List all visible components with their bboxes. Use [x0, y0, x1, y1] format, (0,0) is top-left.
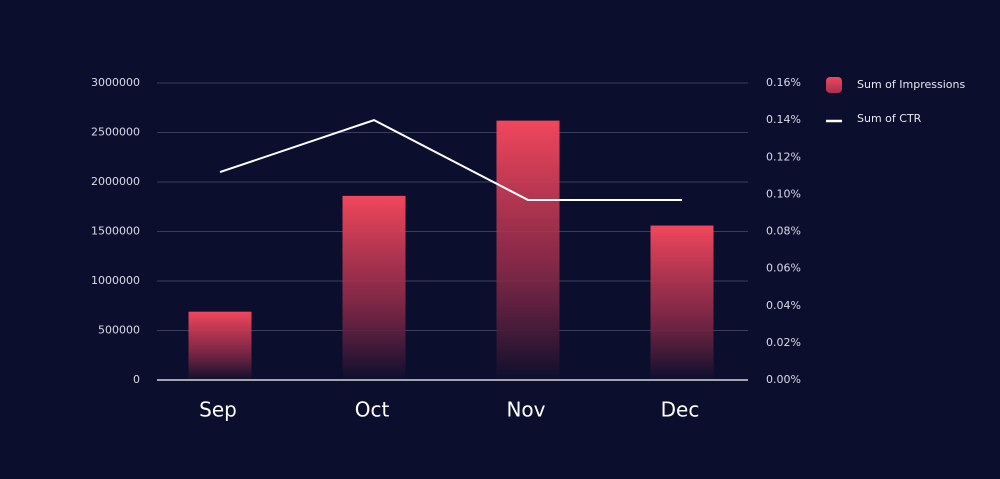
- x-tick-label: Sep: [199, 398, 237, 422]
- y-tick-label: 1000000: [91, 274, 140, 287]
- bar: [650, 225, 714, 380]
- y-tick-label: 2500000: [91, 126, 140, 139]
- bar: [496, 120, 560, 381]
- y-tick-label: 1500000: [91, 225, 140, 238]
- legend-label: Sum of Impressions: [857, 78, 965, 91]
- y2-tick-label: 0.06%: [766, 262, 801, 275]
- bar: [342, 195, 406, 380]
- bar: [188, 311, 252, 380]
- y2-tick-label: 0.00%: [766, 373, 801, 386]
- y-tick-label: 0: [133, 373, 140, 386]
- y2-tick-label: 0.10%: [766, 187, 801, 200]
- x-tick-label: Dec: [661, 398, 700, 422]
- y-tick-label: 3000000: [91, 76, 140, 89]
- y2-tick-label: 0.04%: [766, 299, 801, 312]
- x-tick-label: Nov: [506, 398, 545, 422]
- y2-tick-label: 0.02%: [766, 336, 801, 349]
- y-tick-label: 2000000: [91, 175, 140, 188]
- y2-tick-label: 0.08%: [766, 225, 801, 238]
- line: [219, 119, 682, 201]
- y2-tick-label: 0.12%: [766, 150, 801, 163]
- legend-label: Sum of CTR: [857, 112, 922, 125]
- y2-tick-label: 0.14%: [766, 113, 801, 126]
- x-tick-label: Oct: [355, 398, 390, 422]
- y2-tick-label: 0.16%: [766, 76, 801, 89]
- legend-swatch: [826, 77, 842, 93]
- y-tick-label: 500000: [98, 324, 140, 337]
